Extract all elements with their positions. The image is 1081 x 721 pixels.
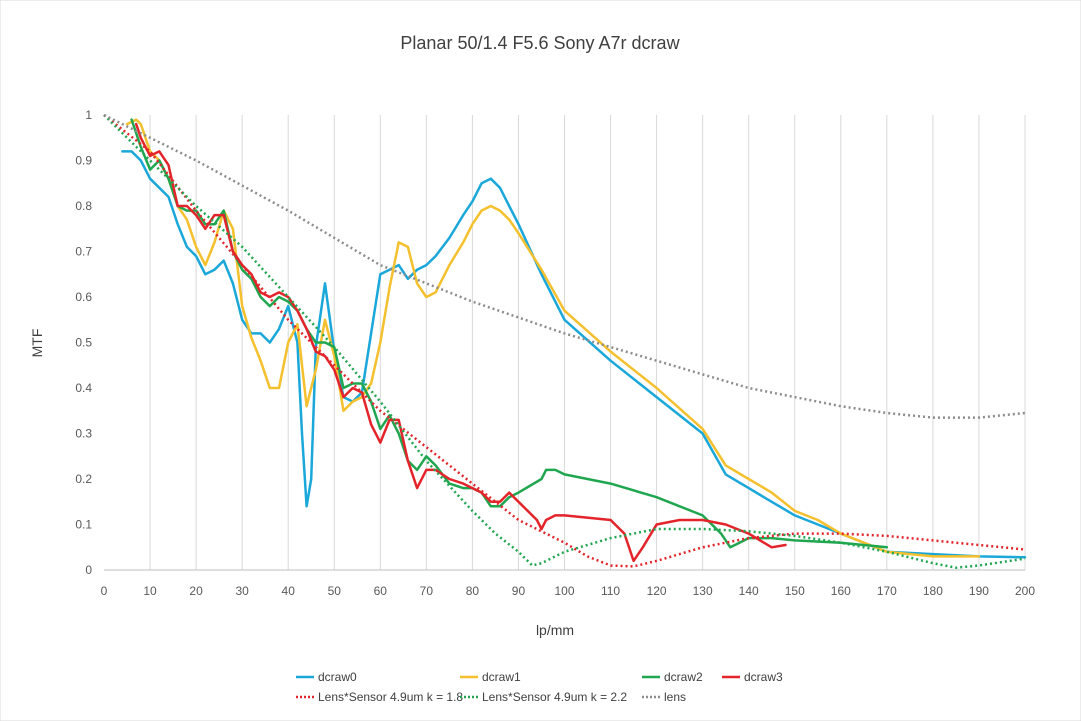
x-tick-label: 90 bbox=[512, 584, 526, 598]
x-tick-labels: 0 10 20 30 40 50 60 70 80 90 100 110 120 130 140 150 160… bbox=[101, 584, 1036, 598]
legend-label: Lens*Sensor 4.9um k = 2.2 bbox=[482, 690, 627, 704]
x-tick-label: 200 bbox=[1015, 584, 1035, 598]
y-tick-label: 0.8 bbox=[75, 199, 92, 213]
series-line-dcraw0 bbox=[121, 150, 1027, 559]
y-tick-label: 0.6 bbox=[75, 290, 92, 304]
x-tick-label: 170 bbox=[877, 584, 897, 598]
x-axis-label: lp/mm bbox=[536, 622, 574, 638]
x-tick-label: 190 bbox=[969, 584, 989, 598]
legend-label: dcraw0 bbox=[318, 670, 357, 684]
y-tick-label: 0.2 bbox=[75, 472, 92, 486]
y-tick-labels: 0 0.1 0.2 0.3 0.4 0.5 0.6 0.7 0.8 0.9 1 bbox=[75, 108, 92, 577]
y-axis-label: MTF bbox=[29, 329, 45, 358]
grid-lines bbox=[149, 115, 1026, 570]
legend-label: Lens*Sensor 4.9um k = 1.8 bbox=[318, 690, 463, 704]
legend-label: dcraw3 bbox=[744, 670, 783, 684]
y-tick-label: 0.3 bbox=[75, 427, 92, 441]
y-tick-label: 0.9 bbox=[75, 154, 92, 168]
x-tick-label: 50 bbox=[328, 584, 342, 598]
x-tick-label: 30 bbox=[235, 584, 249, 598]
series-line-dcraw2 bbox=[130, 118, 889, 549]
legend-label: lens bbox=[664, 690, 686, 704]
y-tick-label: 0.5 bbox=[75, 336, 92, 350]
x-tick-label: 70 bbox=[420, 584, 434, 598]
x-tick-label: 20 bbox=[189, 584, 203, 598]
x-tick-label: 150 bbox=[785, 584, 805, 598]
legend-label: dcraw2 bbox=[664, 670, 703, 684]
y-tick-label: 0.4 bbox=[75, 381, 92, 395]
series-line-dcraw1 bbox=[125, 118, 981, 558]
x-tick-label: 100 bbox=[554, 584, 574, 598]
chart-title: Planar 50/1.4 F5.6 Sony A7r dcraw bbox=[400, 33, 680, 53]
x-tick-label: 180 bbox=[923, 584, 943, 598]
y-tick-label: 0 bbox=[85, 563, 92, 577]
x-tick-label: 80 bbox=[466, 584, 480, 598]
legend: dcraw0 dcraw1 dcraw2 dcraw3 Lens*Sensor 4.9u… bbox=[296, 670, 783, 704]
y-tick-label: 1 bbox=[85, 108, 92, 122]
y-tick-label: 0.7 bbox=[75, 245, 92, 259]
x-tick-label: 0 bbox=[101, 584, 108, 598]
x-tick-label: 120 bbox=[647, 584, 667, 598]
y-tick-label: 0.1 bbox=[75, 518, 92, 532]
x-tick-label: 60 bbox=[374, 584, 388, 598]
series-line-lens-sensor-4-9um-k-1-8 bbox=[103, 114, 1026, 568]
x-tick-label: 160 bbox=[831, 584, 851, 598]
x-tick-label: 140 bbox=[739, 584, 759, 598]
x-tick-label: 10 bbox=[143, 584, 157, 598]
x-tick-label: 130 bbox=[693, 584, 713, 598]
x-tick-label: 110 bbox=[601, 584, 620, 598]
x-tick-label: 40 bbox=[282, 584, 296, 598]
series-lines bbox=[103, 113, 1027, 569]
legend-label: dcraw1 bbox=[482, 670, 521, 684]
